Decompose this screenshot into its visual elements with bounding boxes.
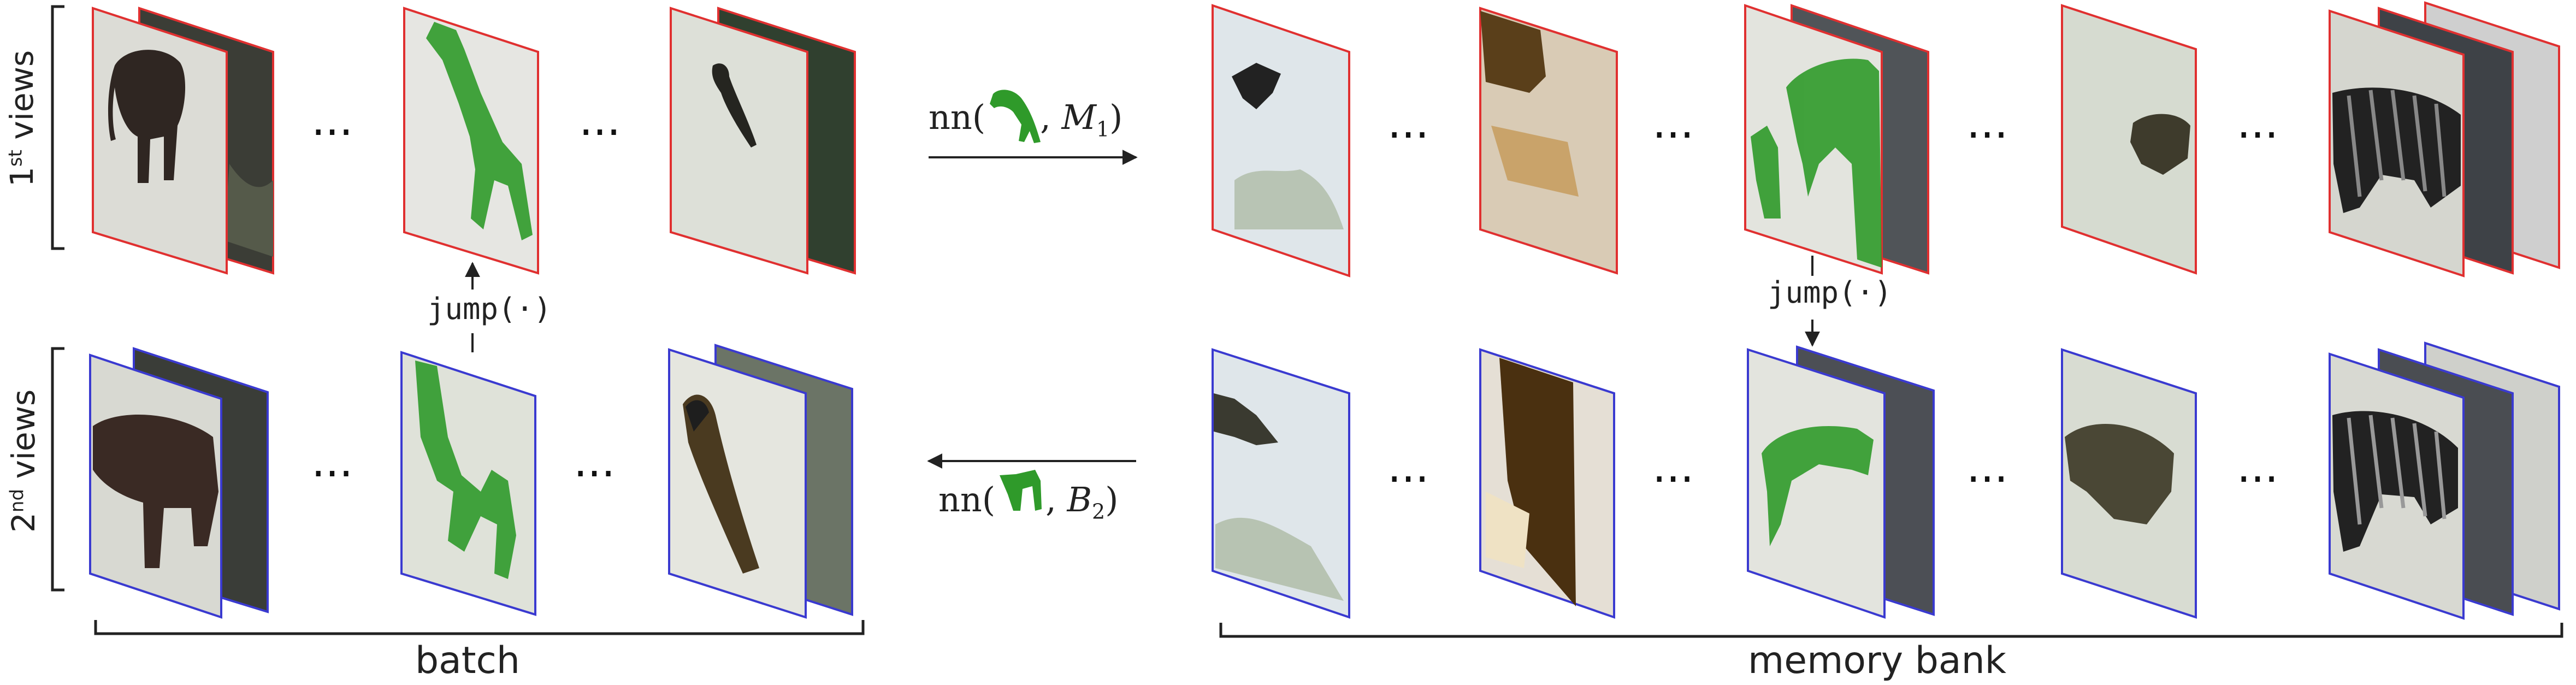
row-bracket-first [51, 5, 64, 250]
row-label-first-views: 1st views [3, 50, 40, 187]
batch-label: batch [415, 639, 520, 682]
ellipsis-batch-top-2: ··· [579, 107, 621, 158]
jump-label-batch: jump(·) [427, 292, 552, 326]
batch-giraffe-view2 [400, 351, 536, 616]
bank-food-view2 [1479, 348, 1615, 619]
ellipsis-bank-bottom-1: ··· [1387, 454, 1429, 505]
giraffe-thumb-icon-bottom [1000, 470, 1042, 511]
batch-giraffe-view1 [403, 7, 539, 275]
ellipsis-bank-bottom-3: ··· [1966, 454, 2008, 505]
bank-giraffe-view1 [1744, 4, 1929, 275]
nn-label-top: nn(, M1) [929, 97, 1123, 141]
row-label-second-views: 2nd views [5, 389, 42, 533]
jump-label-bank: jump(·) [1768, 275, 1892, 310]
bank-food-view1 [1479, 7, 1618, 275]
memory-bank-brace [1219, 623, 2563, 638]
bank-elephant-view2 [2061, 348, 2197, 619]
giraffe-image-icon [1762, 426, 1874, 546]
bank-zebra-view2 [2329, 341, 2560, 620]
bird-image-icon [712, 63, 757, 147]
bird-image-icon [683, 394, 759, 574]
batch-brace [94, 620, 865, 635]
ellipsis-bank-bottom-4: ··· [2237, 454, 2278, 505]
zebra-image-icon [2332, 411, 2458, 552]
ellipsis-bank-top-1: ··· [1387, 110, 1429, 161]
giraffe-image-icon [426, 22, 533, 240]
bank-zebra-view1 [2329, 1, 2560, 277]
ellipsis-batch-bottom-2: ··· [574, 448, 615, 499]
elephant-image-icon [2065, 424, 2174, 524]
bank-elephant-view1 [2061, 4, 2197, 275]
batch-elephant-view2 [89, 347, 269, 619]
batch-elephant-view1 [92, 7, 274, 275]
ellipsis-bank-top-4: ··· [2237, 110, 2278, 161]
ellipsis-bank-top-2: ··· [1652, 110, 1694, 161]
memory-bank-label: memory bank [1748, 639, 2007, 682]
bank-bird-view2 [1212, 348, 1350, 619]
giraffe-image-icon [1751, 58, 1882, 268]
ellipsis-bank-bottom-2: ··· [1652, 454, 1694, 505]
elephant-image-icon [93, 414, 218, 568]
batch-bird-view2 [668, 344, 853, 619]
nn-label-bottom: nn(, B2) [938, 480, 1119, 524]
ellipsis-bank-top-3: ··· [1966, 110, 2008, 161]
bank-giraffe-view2 [1747, 345, 1935, 619]
elephant-image-icon [108, 50, 186, 184]
bank-bird-view1 [1212, 4, 1350, 277]
giraffe-image-icon [415, 361, 516, 579]
zebra-image-icon [2332, 87, 2461, 213]
batch-bird-view1 [670, 7, 856, 275]
giraffe-thumb-icon-top [990, 90, 1041, 143]
row-bracket-second [51, 347, 64, 592]
ellipsis-batch-bottom-1: ··· [311, 448, 353, 499]
ellipsis-batch-top-1: ··· [311, 107, 353, 158]
